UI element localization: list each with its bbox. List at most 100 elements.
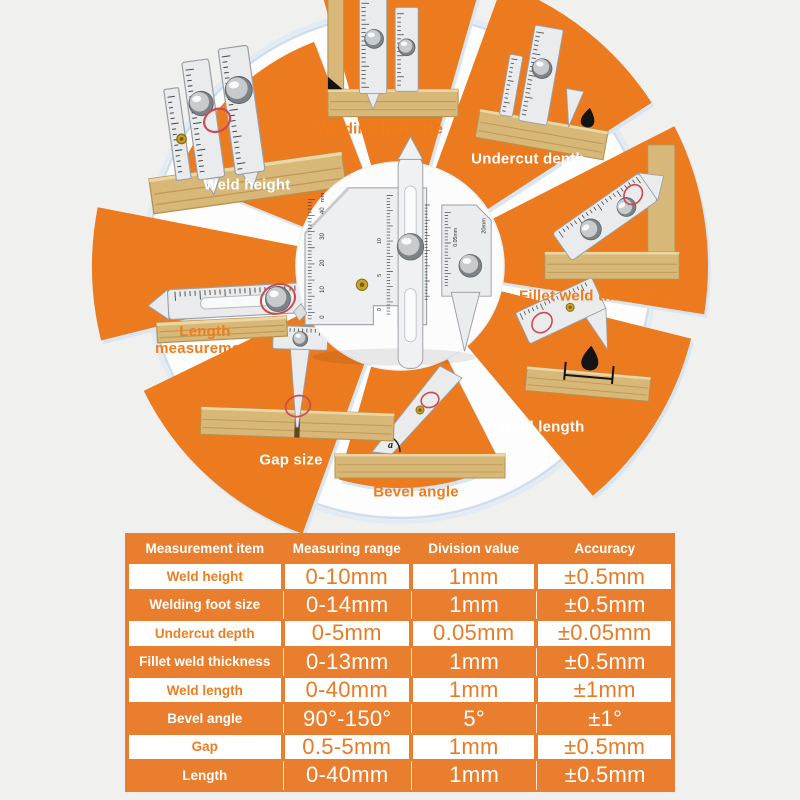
wood-plank [544, 251, 680, 280]
chrome-ball-highlight [618, 202, 626, 209]
cell-range: 0-10mm [282, 562, 411, 591]
corner-tab [293, 303, 308, 322]
cell-item: Length [182, 767, 228, 783]
segment-label-bevel-angle: Bevel angle [373, 483, 459, 501]
unit-label: mm [320, 192, 326, 202]
slider-slot [404, 185, 417, 240]
wood-highlight [156, 316, 287, 326]
scale-ticks [444, 212, 451, 286]
segment-photo-fillet-weld-thickness [544, 144, 680, 280]
red-annotation-circle [420, 391, 440, 409]
gauge-tip [637, 172, 665, 202]
scale-number: 0 [319, 315, 326, 319]
segment-photo-welding-foot-size [327, 0, 459, 118]
cell-division: 5° [410, 704, 537, 733]
cell-range: 90°-150° [282, 704, 411, 733]
wood-grain [337, 464, 503, 473]
red-annotation-circle [531, 311, 553, 334]
table-row-gap: Gap 0.5-5mm 1mm ±0.5mm [127, 732, 673, 762]
gauge-plate [163, 87, 192, 181]
wood-highlight [335, 454, 505, 457]
chrome-ball-highlight [582, 224, 590, 231]
segment-photo-undercut-depth [474, 24, 609, 161]
table-row-undercut-depth: Undercut depth 0-5mm 0.05mm ±0.05mm [127, 619, 673, 648]
scale-number: 10 [377, 238, 383, 244]
cell-range: 0-14mm [282, 590, 411, 620]
cell-accuracy: ±1° [536, 704, 673, 733]
cell-item: Weld height [127, 562, 283, 591]
chrome-ball-highlight [192, 95, 202, 103]
chrome-ball-highlight [400, 41, 408, 46]
cell-accuracy: ±0.5mm [536, 590, 673, 620]
wood-grain [330, 101, 456, 111]
cell-division: 1mm [410, 732, 537, 762]
usage-wheel: a 0 10 20 30 40 mm 0 5 10 0.05mm 20mm Welding foot … [91, 0, 711, 535]
table-header-row: Measurement item Measuring range Divisio… [127, 534, 673, 562]
scale-number: 0 [377, 308, 383, 311]
wood-highlight [526, 366, 651, 380]
cell-range: 0.5-5mm [282, 732, 411, 762]
scale-number: 20 [319, 259, 326, 266]
segment-label-gap-size: Gap size [259, 451, 323, 469]
chrome-ball-highlight [367, 32, 375, 38]
segment-label-weld-length: Weld length [497, 418, 585, 436]
wood-highlight [327, 89, 459, 92]
spec-table: Measurement item Measuring range Divisio… [125, 533, 675, 792]
gauge-shadow [312, 348, 476, 366]
cell-accuracy: ±0.05mm [536, 619, 673, 648]
cell-item: Weld length [127, 675, 283, 705]
chrome-ball-highlight [401, 237, 412, 245]
gauge-blade [585, 307, 608, 351]
cell-division: 1mm [410, 590, 537, 620]
cell-range: 0-40mm [282, 761, 411, 790]
red-annotation-circle [259, 283, 297, 315]
gauge-plate [499, 53, 524, 118]
chrome-ball-highlight [295, 333, 301, 338]
table-row-weld-height: Weld height 0-10mm 1mm ±0.5mm [127, 562, 673, 591]
wood-grain [478, 121, 604, 153]
segment-label-undercut-depth: Undercut depth [471, 150, 585, 168]
cell-accuracy: ±0.5mm [536, 647, 673, 676]
cell-range: 0-5mm [282, 619, 411, 648]
wood-plank [334, 453, 506, 479]
table-row-length: Length 0-40mm 1mm ±0.5mm [127, 761, 673, 790]
gauge-plate [515, 277, 606, 344]
right-blade [450, 291, 481, 352]
cell-item: Welding foot size [149, 597, 261, 613]
gap-blade [290, 348, 310, 428]
cell-accuracy: ±1mm [536, 675, 673, 705]
brass-screw-center [418, 408, 422, 412]
chrome-ball-highlight [228, 81, 240, 89]
table-row-fillet-weld-thickness: Fillet weld thickness 0-13mm 1mm ±0.5mm [127, 647, 673, 676]
cell-item: Gap [127, 732, 283, 762]
cell-item: Fillet weld thickness [139, 654, 271, 670]
red-annotation-circle [623, 183, 644, 206]
scale-ticks [424, 204, 430, 300]
cell-division: 1mm [410, 647, 537, 676]
wood-grain [527, 376, 648, 396]
chrome-ball-mid [365, 29, 381, 46]
center-gauge: 0 10 20 30 40 mm 0 5 10 0.05mm 20mm [293, 135, 492, 369]
scale-ticks [558, 176, 641, 238]
scale-number: 10 [319, 286, 326, 293]
chrome-ball-mid [617, 198, 633, 215]
wood-highlight [544, 251, 680, 255]
segment-photo-weld-height [148, 44, 348, 215]
brass-screw-center [568, 305, 572, 309]
plate-bevel [303, 186, 350, 235]
segment-label-fillet-weld-thickness: Fillet weld thickness [518, 287, 670, 305]
cell-item: Bevel angle [167, 711, 243, 727]
table-row-weld-length: Weld length 0-40mm 1mm ±1mm [127, 675, 673, 705]
wood-grain [546, 263, 678, 273]
gauge-blade [566, 88, 585, 128]
slider-tip [397, 135, 424, 160]
chrome-ball-mid [459, 254, 479, 274]
cell-division: 1mm [410, 562, 537, 591]
chrome-ball-highlight [536, 61, 544, 67]
tilted-gauge [515, 277, 608, 351]
scale-ticks [307, 198, 315, 320]
cell-division: 1mm [410, 675, 537, 705]
cell-accuracy: ±0.5mm [536, 562, 673, 591]
measure-bracket [563, 361, 615, 385]
